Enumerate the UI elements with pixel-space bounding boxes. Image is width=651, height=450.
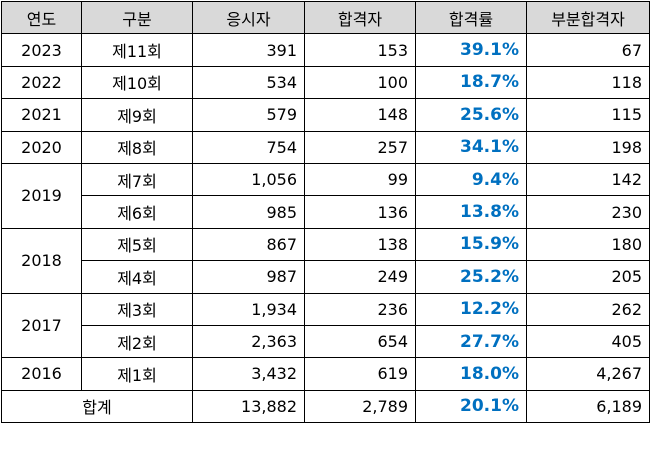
header-year: 연도 xyxy=(1,0,82,35)
header-passed: 합격자 xyxy=(304,0,416,35)
applicants-cell: 867 xyxy=(192,227,305,262)
round-cell: 제4회 xyxy=(81,260,193,294)
partial-cell: 118 xyxy=(526,65,650,100)
partial-cell: 180 xyxy=(526,227,650,262)
pass-rate-cell: 25.6% xyxy=(415,98,527,132)
table-row: 2019 제7회 1,056 99 9.4% 142 xyxy=(1,162,650,229)
passed-cell: 249 xyxy=(304,260,416,294)
applicants-cell: 987 xyxy=(192,260,305,294)
passed-cell: 619 xyxy=(304,357,416,391)
year-cell: 2016 xyxy=(1,357,82,391)
passed-cell: 257 xyxy=(304,130,416,164)
pass-rate-cell: 13.8% xyxy=(415,195,527,229)
applicants-cell: 1,934 xyxy=(192,292,305,326)
round-cell: 제2회 xyxy=(81,324,193,359)
header-partial-passed: 부분합격자 xyxy=(526,0,650,35)
passed-cell: 138 xyxy=(304,227,416,262)
total-passed: 2,789 xyxy=(304,389,416,424)
partial-cell: 198 xyxy=(526,130,650,164)
passed-cell: 136 xyxy=(304,195,416,229)
pass-rate-cell: 39.1% xyxy=(415,33,527,67)
table-row: 2016 제1회 3,432 619 18.0% 4,267 xyxy=(1,357,650,391)
partial-cell: 405 xyxy=(526,324,650,359)
partial-cell: 67 xyxy=(526,33,650,67)
year-cell: 2022 xyxy=(1,65,82,100)
table-row: 2017 제3회 1,934 236 12.2% 262 xyxy=(1,292,650,359)
pass-rate-cell: 9.4% xyxy=(415,162,527,197)
applicants-cell: 985 xyxy=(192,195,305,229)
header-round: 구분 xyxy=(81,0,193,35)
round-cell: 제11회 xyxy=(81,33,193,67)
round-cell: 제1회 xyxy=(81,357,193,391)
table-row: 제6회 985 136 13.8% 230 xyxy=(2,195,650,229)
passed-cell: 100 xyxy=(304,65,416,100)
table-row: 2023 제11회 391 153 39.1% 67 xyxy=(1,33,650,67)
partial-cell: 230 xyxy=(526,195,650,229)
round-cell: 제7회 xyxy=(81,162,193,197)
round-cell: 제9회 xyxy=(81,98,193,132)
applicants-cell: 534 xyxy=(192,65,305,100)
applicants-cell: 2,363 xyxy=(192,324,305,359)
round-cell: 제3회 xyxy=(81,292,193,326)
table-row: 2022 제10회 534 100 18.7% 118 xyxy=(1,65,650,100)
table-row: 2021 제9회 579 148 25.6% 115 xyxy=(1,98,650,132)
year-cell: 2018 xyxy=(1,227,82,294)
year-cell: 2021 xyxy=(1,98,82,132)
pass-rate-cell: 12.2% xyxy=(415,292,527,326)
pass-rate-cell: 18.7% xyxy=(415,65,527,100)
pass-rate-cell: 15.9% xyxy=(415,227,527,262)
applicants-cell: 754 xyxy=(192,130,305,164)
passed-cell: 148 xyxy=(304,98,416,132)
total-applicants: 13,882 xyxy=(192,389,305,424)
exam-results-table: 연도 구분 응시자 합격자 합격률 부분합격자 2023 제11회 391 15… xyxy=(1,0,650,424)
total-pass-rate: 20.1% xyxy=(415,389,527,424)
header-row: 연도 구분 응시자 합격자 합격률 부분합격자 xyxy=(1,0,650,35)
passed-cell: 99 xyxy=(304,162,416,197)
table-row: 제4회 987 249 25.2% 205 xyxy=(2,260,650,294)
partial-cell: 4,267 xyxy=(526,357,650,391)
year-cell: 2017 xyxy=(1,292,82,359)
applicants-cell: 1,056 xyxy=(192,162,305,197)
pass-rate-cell: 34.1% xyxy=(415,130,527,164)
passed-cell: 153 xyxy=(304,33,416,67)
passed-cell: 654 xyxy=(304,324,416,359)
total-label: 합계 xyxy=(1,389,193,424)
partial-cell: 262 xyxy=(526,292,650,326)
partial-cell: 205 xyxy=(526,260,650,294)
header-pass-rate: 합격률 xyxy=(415,0,527,35)
applicants-cell: 3,432 xyxy=(192,357,305,391)
table-row: 제2회 2,363 654 27.7% 405 xyxy=(2,324,650,359)
year-cell: 2019 xyxy=(1,162,82,229)
year-cell: 2020 xyxy=(1,130,82,164)
round-cell: 제8회 xyxy=(81,130,193,164)
pass-rate-cell: 25.2% xyxy=(415,260,527,294)
total-row: 합계 13,882 2,789 20.1% 6,189 xyxy=(1,389,650,424)
applicants-cell: 579 xyxy=(192,98,305,132)
pass-rate-cell: 18.0% xyxy=(415,357,527,391)
header-applicants: 응시자 xyxy=(192,0,305,35)
partial-cell: 115 xyxy=(526,98,650,132)
table-row: 2018 제5회 867 138 15.9% 180 xyxy=(1,227,650,294)
partial-cell: 142 xyxy=(526,162,650,197)
passed-cell: 236 xyxy=(304,292,416,326)
total-partial: 6,189 xyxy=(526,389,650,424)
table-row: 2020 제8회 754 257 34.1% 198 xyxy=(1,130,650,164)
applicants-cell: 391 xyxy=(192,33,305,67)
pass-rate-cell: 27.7% xyxy=(415,324,527,359)
round-cell: 제5회 xyxy=(81,227,193,262)
round-cell: 제6회 xyxy=(81,195,193,229)
round-cell: 제10회 xyxy=(81,65,193,100)
year-cell: 2023 xyxy=(1,33,82,67)
